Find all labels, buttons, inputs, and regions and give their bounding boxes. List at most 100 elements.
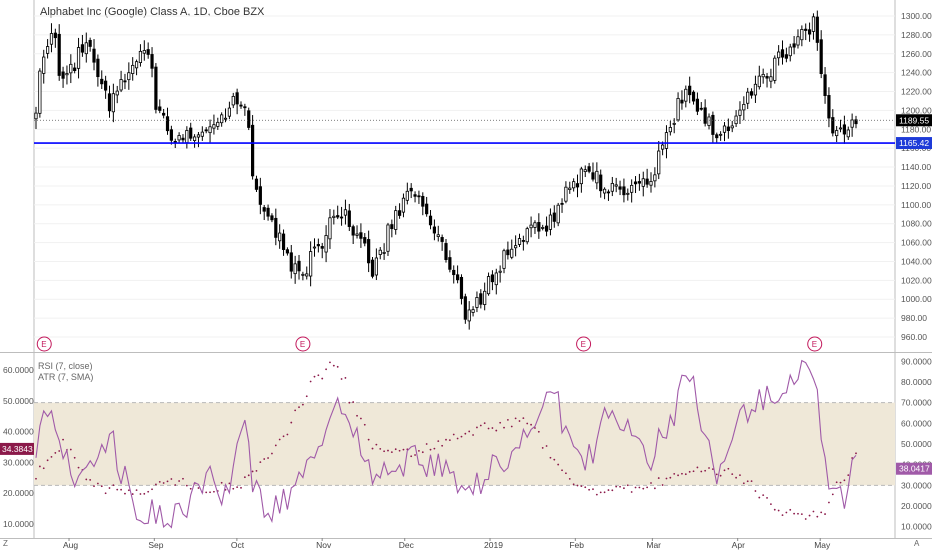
candle-body <box>618 186 622 190</box>
candle-body <box>316 244 320 247</box>
candle-body <box>382 252 386 254</box>
earnings-icon <box>807 336 823 352</box>
atr-dot <box>704 469 707 472</box>
atr-dot <box>754 490 757 492</box>
atr-dot <box>653 487 656 490</box>
candle-body <box>127 72 131 81</box>
candle-body <box>506 249 510 256</box>
candle-body <box>556 204 560 224</box>
rsi-value-tag <box>896 462 932 475</box>
atr-dot <box>642 487 645 490</box>
atr-dot <box>464 432 467 435</box>
candle-body <box>800 29 804 41</box>
atr-dot <box>847 474 850 476</box>
candle-body <box>715 134 719 139</box>
atr-dot <box>557 463 560 466</box>
candle-body <box>788 46 792 57</box>
candle-body <box>332 215 336 218</box>
price-y-axis: 1300.00 1280.00 1260.00 1240.00 1220.00 1200.… <box>34 11 932 342</box>
atr-legend[interactable]: ATR (7, SMA) <box>38 372 93 382</box>
atr-dot <box>182 477 184 480</box>
atr-dot <box>127 489 130 492</box>
price-levels: 1189.55 1165.42 <box>34 114 932 150</box>
price-tick-label: 1040.00 <box>901 256 932 266</box>
candle-body <box>301 273 305 276</box>
price-tick-label: 1260.00 <box>901 49 932 59</box>
candle-body <box>459 276 464 299</box>
candle-body <box>53 32 57 39</box>
atr-dot <box>414 454 416 456</box>
candle-body <box>792 43 796 48</box>
atr-dot <box>592 488 594 491</box>
candle-body <box>251 124 255 177</box>
candle-body <box>544 225 549 232</box>
candle-body <box>529 224 533 229</box>
candle-body <box>719 133 723 136</box>
atr-dot <box>572 483 575 486</box>
candle-body <box>591 172 595 180</box>
candle-body <box>804 28 808 31</box>
atr-dot <box>62 438 64 441</box>
candle-body <box>726 126 730 131</box>
rsi-tick-label: 80.0000 <box>901 377 932 387</box>
atr-dot <box>735 476 737 479</box>
price-tick-label: 1100.00 <box>901 200 931 210</box>
atr-dot <box>410 455 413 458</box>
rsi-legend[interactable]: RSI (7, close) <box>38 361 93 371</box>
atr-dot <box>298 406 300 409</box>
atr-dot <box>360 417 362 420</box>
candle-body <box>320 246 324 249</box>
atr-dot <box>131 493 134 495</box>
atr-dot <box>855 452 857 455</box>
atr-dot <box>85 478 88 481</box>
candle-body <box>610 183 614 192</box>
atr-dot <box>476 426 478 429</box>
candle-body <box>722 125 727 133</box>
candle-body <box>158 106 162 111</box>
candle-body <box>846 129 850 138</box>
atr-dot <box>603 491 606 494</box>
scale-mode-button[interactable]: Z <box>3 539 8 548</box>
candle-body <box>521 240 525 242</box>
rsi-tick-label: 70.0000 <box>901 398 932 408</box>
atr-dot <box>329 361 331 364</box>
atr-dot <box>797 512 799 515</box>
atr-dot <box>139 493 142 495</box>
candle-body <box>746 91 750 104</box>
candle-body <box>297 260 301 272</box>
candle-body <box>827 95 831 119</box>
atr-dot <box>448 439 451 442</box>
price-tick-label: 1240.00 <box>901 68 932 78</box>
candle-body <box>212 124 216 129</box>
atr-dot <box>418 449 420 452</box>
candle-body <box>378 249 382 255</box>
candle-body <box>42 56 46 74</box>
candle-body <box>150 54 154 69</box>
price-tick-label: 1060.00 <box>901 238 932 248</box>
support-price-tag <box>896 137 932 150</box>
atr-dot <box>657 477 660 479</box>
candle-body <box>84 42 88 55</box>
candle-body <box>177 135 181 141</box>
atr-dot <box>185 484 188 487</box>
candle-body <box>339 216 344 219</box>
time-tick-label: Aug <box>63 540 78 550</box>
atr-dot <box>568 477 571 480</box>
candle-body <box>417 195 421 198</box>
atr-dot <box>541 447 544 449</box>
atr-dot <box>58 450 61 452</box>
auto-scale-button[interactable]: A <box>914 539 920 548</box>
atr-dot <box>77 466 80 469</box>
candle-body <box>622 186 626 196</box>
candle-body <box>138 50 143 63</box>
candle-body <box>394 210 398 230</box>
atr-dot <box>626 484 629 487</box>
atr-dot <box>278 438 281 441</box>
atr-dot <box>715 473 718 476</box>
time-tick-label: Sep <box>148 540 163 550</box>
candle-body <box>386 224 390 252</box>
candle-body <box>69 63 73 74</box>
candle-body <box>602 188 607 194</box>
price-tick-label: 980.00 <box>901 313 927 323</box>
candle-body <box>324 235 328 253</box>
